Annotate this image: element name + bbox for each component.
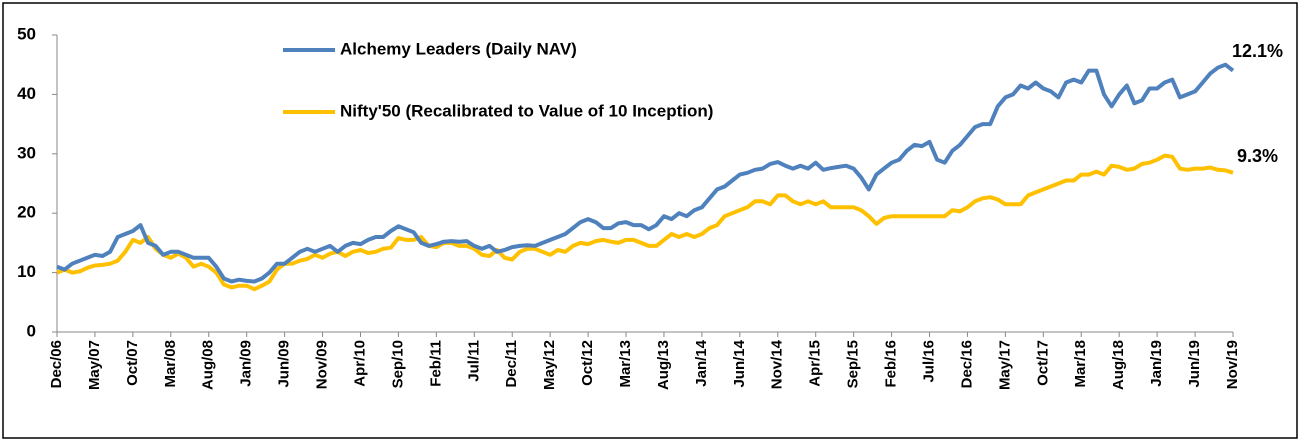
x-tick-label: Nov/14 xyxy=(769,339,786,389)
x-tick-label: May/12 xyxy=(541,340,558,390)
x-tick-label: Nov/19 xyxy=(1224,340,1241,389)
legend-label: Nifty'50 (Recalibrated to Value of 10 In… xyxy=(340,101,713,120)
x-tick-label: Mar/18 xyxy=(1072,340,1089,388)
y-tick-label: 10 xyxy=(17,262,36,281)
legend-label: Alchemy Leaders (Daily NAV) xyxy=(340,39,577,58)
x-tick-label: Dec/16 xyxy=(958,340,975,388)
x-tick-label: Jan/14 xyxy=(693,339,710,386)
y-tick-label: 30 xyxy=(17,143,36,162)
x-tick-label: Dec/11 xyxy=(503,340,520,388)
x-tick-label: May/07 xyxy=(86,340,103,390)
series-line xyxy=(56,62,1235,284)
x-tick-label: Oct/17 xyxy=(1034,340,1051,386)
x-tick-label: Sep/10 xyxy=(389,340,406,388)
x-tick-label: May/17 xyxy=(996,340,1013,390)
x-tick-label: Apr/10 xyxy=(351,340,368,387)
y-tick-label: 20 xyxy=(17,203,36,222)
x-tick-label: Jul/11 xyxy=(465,340,482,382)
x-tick-label: Mar/13 xyxy=(617,340,634,388)
y-tick-label: 50 xyxy=(17,24,36,43)
x-tick-label: Jun/14 xyxy=(731,339,748,387)
x-tick-label: Aug/08 xyxy=(200,340,217,390)
x-tick-label: Feb/16 xyxy=(883,340,900,388)
y-tick-label: 40 xyxy=(17,84,36,103)
x-tick-label: Jan/09 xyxy=(238,340,255,387)
x-tick-label: Jan/19 xyxy=(1148,340,1165,387)
x-tick-label: Jun/19 xyxy=(1186,340,1203,388)
annotation: 9.3% xyxy=(1237,146,1278,166)
x-tick-label: Jul/16 xyxy=(920,340,937,383)
x-tick-label: Mar/08 xyxy=(162,340,179,388)
x-tick-label: Sep/15 xyxy=(845,340,862,388)
series-line xyxy=(56,153,1234,292)
x-tick-label: Feb/11 xyxy=(427,340,444,387)
x-tick-label: Dec/06 xyxy=(48,340,65,388)
x-tick-label: Jun/09 xyxy=(276,340,293,388)
y-tick-label: 0 xyxy=(27,321,36,340)
x-tick-label: Nov/09 xyxy=(314,340,331,389)
x-tick-label: Oct/12 xyxy=(579,340,596,386)
x-tick-label: Oct/07 xyxy=(124,340,141,386)
x-tick-label: Aug/18 xyxy=(1110,340,1127,390)
x-tick-label: Aug/13 xyxy=(655,340,672,390)
annotation: 12.1% xyxy=(1232,41,1283,61)
x-tick-label: Apr/15 xyxy=(807,340,824,387)
